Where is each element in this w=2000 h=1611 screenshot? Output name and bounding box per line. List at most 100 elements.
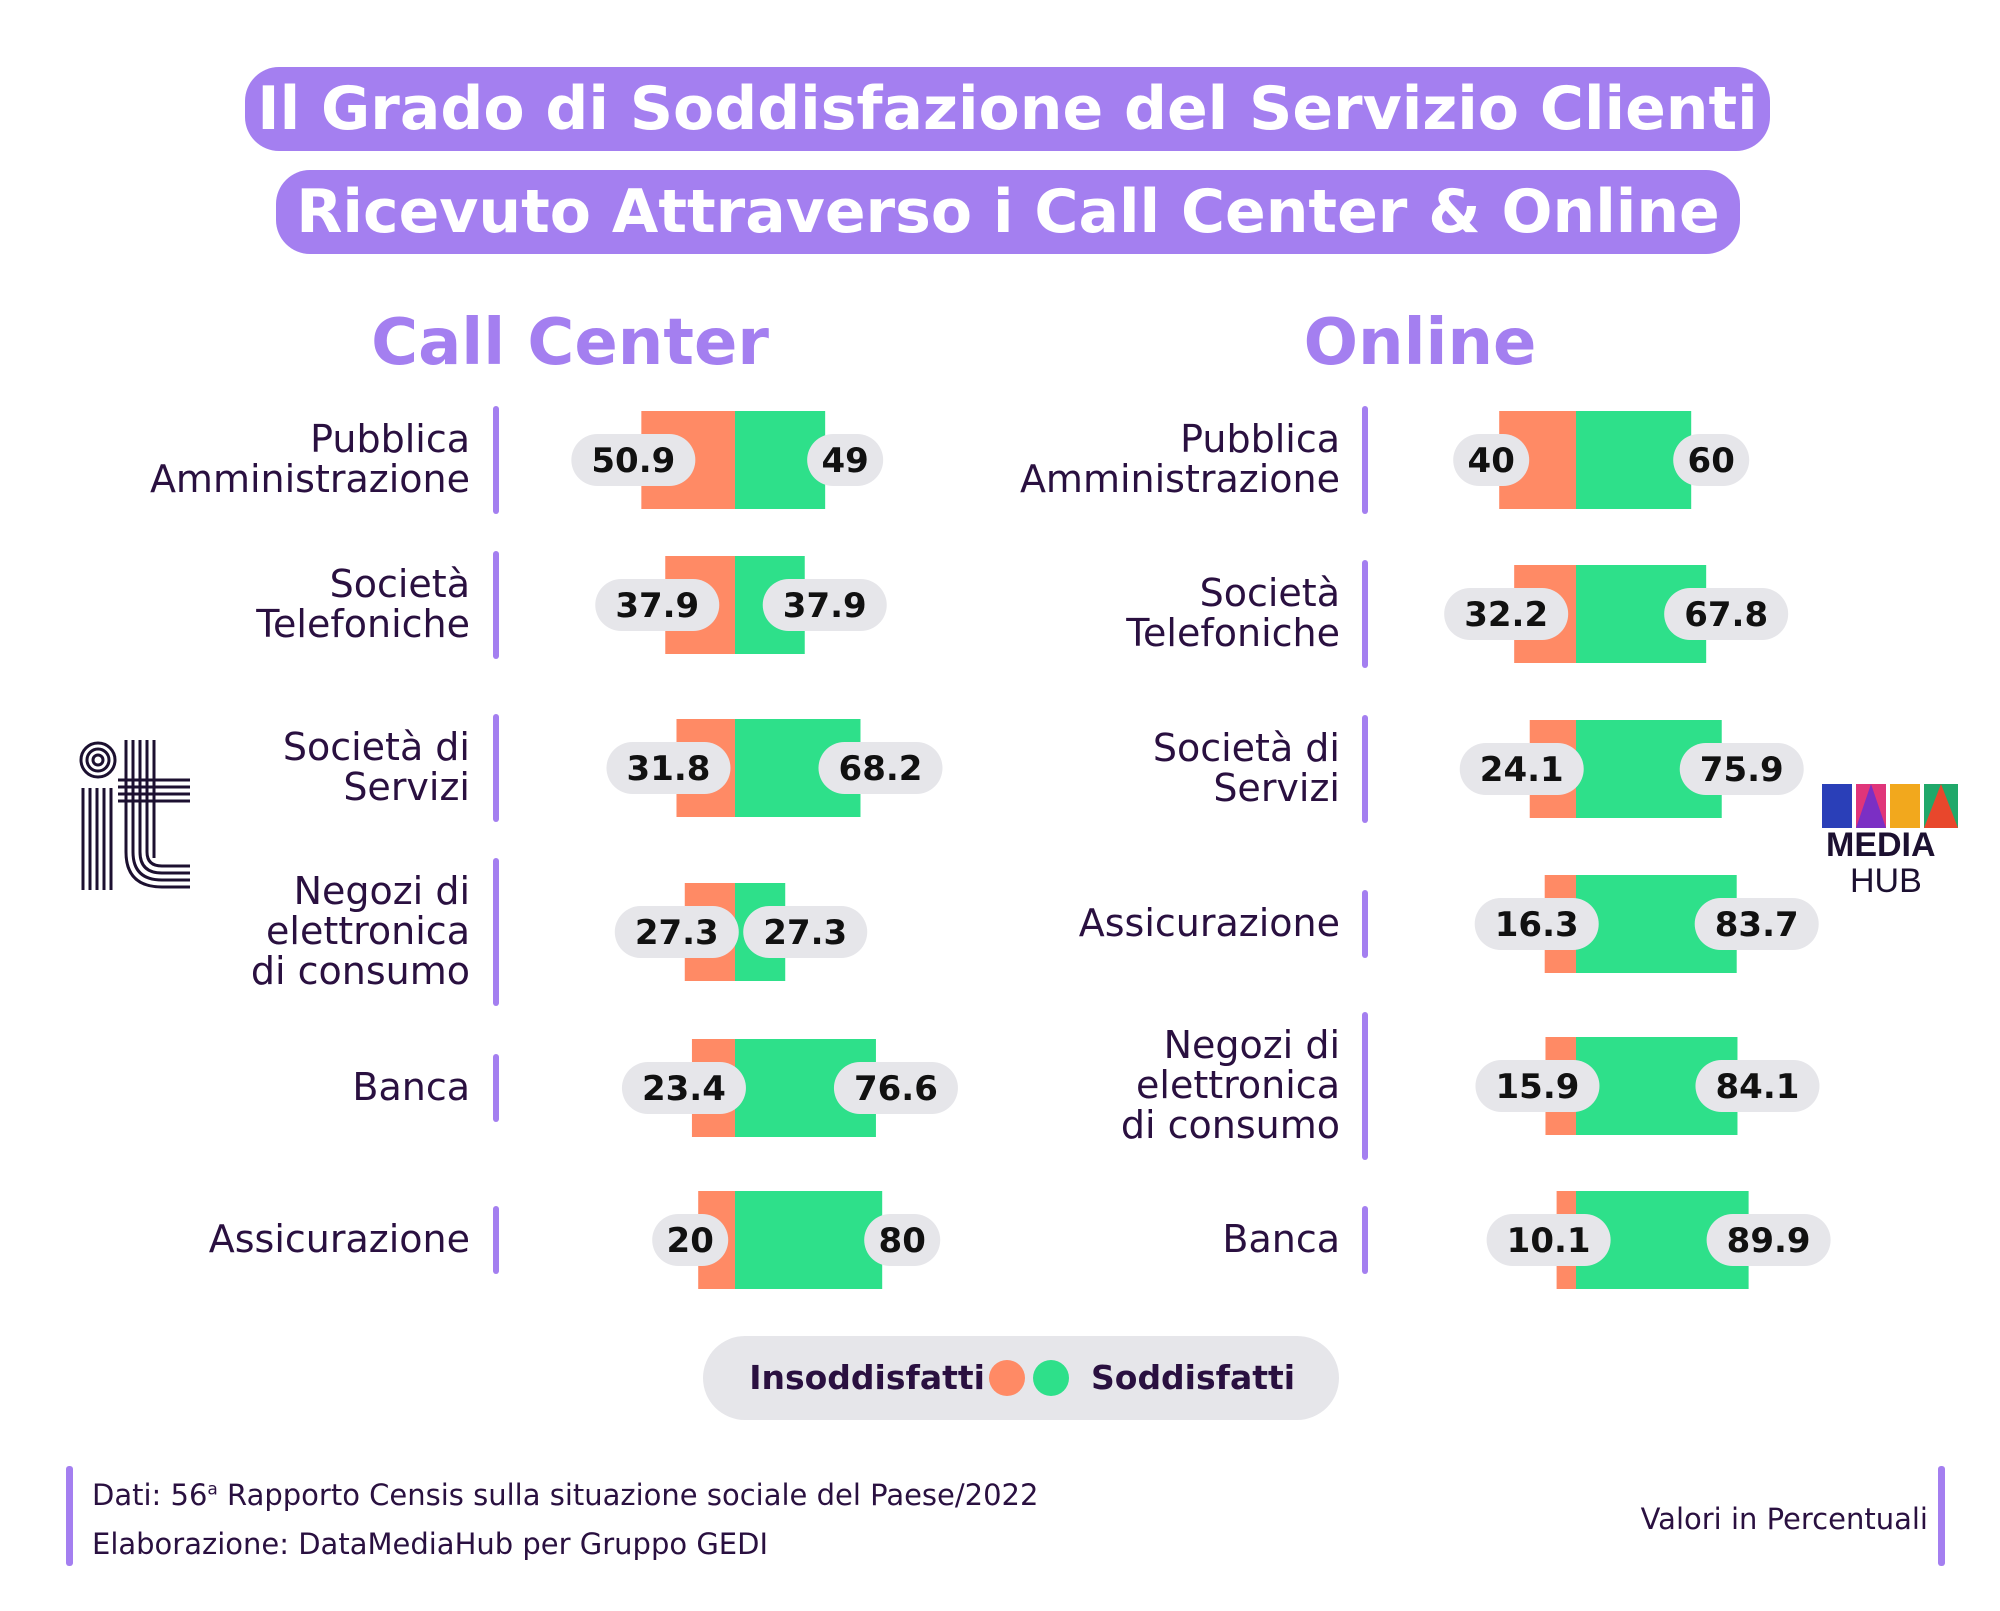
title-line-2: Ricevuto Attraverso i Call Center & Onli…: [276, 170, 1740, 254]
value-soddisfatti-0-5: 80: [879, 1221, 926, 1261]
title-line-1: Il Grado di Soddisfazione del Servizio C…: [245, 67, 1770, 151]
category-accent-0-2: [493, 714, 499, 822]
category-label-1-0-0: Pubblica: [1180, 417, 1340, 461]
category-label-1-0-1: Amministrazione: [1020, 457, 1340, 501]
category-label-0-1-1: Telefoniche: [255, 602, 470, 646]
category-label-0-1-0: Società: [330, 562, 470, 606]
value-soddisfatti-1-1: 67.8: [1684, 595, 1768, 635]
category-label-1-4-0: Negozi di: [1164, 1023, 1340, 1067]
value-insoddisfatti-1-3: 16.3: [1495, 905, 1579, 945]
datamediahub-logo: MEDIA HUB: [1820, 782, 1960, 902]
category-accent-0-4: [493, 1054, 499, 1122]
value-soddisfatti-1-4-pill: [1695, 1060, 1820, 1112]
category-accent-1-3: [1362, 890, 1368, 958]
footer-units: Valori in Percentuali: [1640, 1502, 1928, 1536]
value-soddisfatti-0-4-pill: [833, 1062, 958, 1114]
footer-elaboration: Elaborazione: DataMediaHub per Gruppo GE…: [92, 1527, 769, 1561]
value-insoddisfatti-1-0-pill: [1453, 434, 1530, 486]
category-accent-1-2: [1362, 715, 1368, 823]
category-label-1-1-1: Telefoniche: [1125, 611, 1340, 655]
value-soddisfatti-1-4: 84.1: [1716, 1067, 1800, 1107]
category-label-0-3-0: Negozi di: [294, 869, 470, 913]
value-insoddisfatti-0-0-pill: [571, 434, 696, 486]
value-soddisfatti-1-2: 75.9: [1700, 750, 1784, 790]
value-insoddisfatti-1-0: 40: [1468, 441, 1515, 481]
value-insoddisfatti-1-4-pill: [1475, 1060, 1600, 1112]
value-soddisfatti-0-1: 37.9: [783, 586, 867, 626]
value-insoddisfatti-1-1-pill: [1444, 588, 1569, 640]
category-accent-0-1: [493, 551, 499, 659]
value-insoddisfatti-0-5: 20: [667, 1221, 714, 1261]
value-insoddisfatti-0-3: 27.3: [635, 913, 719, 953]
value-insoddisfatti-0-4-pill: [621, 1062, 746, 1114]
category-accent-0-0: [493, 406, 499, 514]
value-soddisfatti-1-1-pill: [1664, 588, 1789, 640]
category-accent-1-5: [1362, 1206, 1368, 1274]
category-label-1-2-1: Servizi: [1213, 766, 1340, 810]
category-accent-1-1: [1362, 560, 1368, 668]
category-label-0-3-1: elettronica: [266, 909, 470, 953]
value-soddisfatti-0-0-pill: [807, 434, 884, 486]
value-insoddisfatti-0-0: 50.9: [591, 441, 675, 481]
value-insoddisfatti-0-3-pill: [614, 906, 739, 958]
category-accent-0-5: [493, 1206, 499, 1274]
footer-source-prefix: Dati: 56: [92, 1478, 208, 1512]
value-soddisfatti-0-4: 76.6: [854, 1069, 938, 1109]
category-label-0-0-1: Amministrazione: [150, 457, 470, 501]
panel-title-call-center: Call Center: [371, 306, 769, 380]
category-accent-0-3: [493, 858, 499, 1006]
panel-title-online: Online: [1303, 306, 1537, 380]
category-accent-1-0: [1362, 406, 1368, 514]
category-label-0-3-2: di consumo: [251, 949, 470, 993]
bar-soddisfatti-0-5: [735, 1191, 883, 1289]
value-soddisfatti-1-2-pill: [1679, 743, 1804, 795]
category-label-0-2-1: Servizi: [343, 765, 470, 809]
category-label-0-4-0: Banca: [352, 1065, 470, 1109]
footer-accent-right: [1938, 1466, 1945, 1566]
value-insoddisfatti-1-2: 24.1: [1480, 750, 1564, 790]
value-soddisfatti-0-1-pill: [762, 579, 887, 631]
category-label-1-4-2: di consumo: [1121, 1103, 1340, 1147]
value-insoddisfatti-0-5-pill: [652, 1214, 729, 1266]
it-logo: [79, 740, 190, 890]
value-insoddisfatti-0-1: 37.9: [615, 586, 699, 626]
value-insoddisfatti-0-2: 31.8: [627, 749, 711, 789]
legend-label-soddisfatti: Soddisfatti: [1091, 1358, 1296, 1397]
category-label-1-4-1: elettronica: [1136, 1063, 1340, 1107]
value-soddisfatti-0-3: 27.3: [763, 913, 847, 953]
value-soddisfatti-0-2-pill: [818, 742, 943, 794]
bar-soddisfatti-1-0: [1576, 411, 1692, 509]
legend-dot-soddisfatti: [1033, 1360, 1069, 1396]
value-insoddisfatti-0-1-pill: [595, 579, 720, 631]
logo-media-text: MEDIA: [1826, 826, 1936, 864]
value-soddisfatti-1-5-pill: [1706, 1214, 1831, 1266]
value-soddisfatti-1-5: 89.9: [1727, 1221, 1811, 1261]
value-soddisfatti-1-0-pill: [1673, 434, 1750, 486]
category-label-0-0-0: Pubblica: [310, 417, 470, 461]
footer-accent-left: [66, 1466, 73, 1566]
category-label-1-2-0: Società di: [1153, 726, 1340, 770]
footer-source: Dati: 56a Rapporto Censis sulla situazio…: [92, 1478, 1038, 1512]
value-insoddisfatti-1-3-pill: [1474, 898, 1599, 950]
legend-label-insoddisfatti: Insoddisfatti: [749, 1358, 985, 1397]
category-label-1-1-0: Società: [1200, 571, 1340, 615]
value-insoddisfatti-1-5: 10.1: [1507, 1221, 1591, 1261]
data-word-icon: [1822, 784, 1958, 828]
legend: Insoddisfatti Soddisfatti: [703, 1336, 1339, 1420]
footer-source-sup: a: [207, 1479, 218, 1500]
value-soddisfatti-1-3: 83.7: [1715, 905, 1799, 945]
category-accent-1-4: [1362, 1012, 1368, 1160]
logo-hub-text: HUB: [1850, 862, 1922, 900]
legend-dot-insoddisfatti: [989, 1360, 1025, 1396]
value-soddisfatti-1-3-pill: [1694, 898, 1819, 950]
value-soddisfatti-1-0: 60: [1688, 441, 1735, 481]
value-soddisfatti-0-3-pill: [743, 906, 868, 958]
category-label-1-3-0: Assicurazione: [1079, 901, 1340, 945]
value-soddisfatti-0-5-pill: [864, 1214, 941, 1266]
category-label-0-5-0: Assicurazione: [209, 1217, 470, 1261]
value-soddisfatti-0-2: 68.2: [839, 749, 923, 789]
footer-source-rest: Rapporto Censis sulla situazione sociale…: [217, 1478, 1039, 1512]
value-insoddisfatti-1-1: 32.2: [1464, 595, 1548, 635]
value-soddisfatti-0-0: 49: [821, 441, 868, 481]
